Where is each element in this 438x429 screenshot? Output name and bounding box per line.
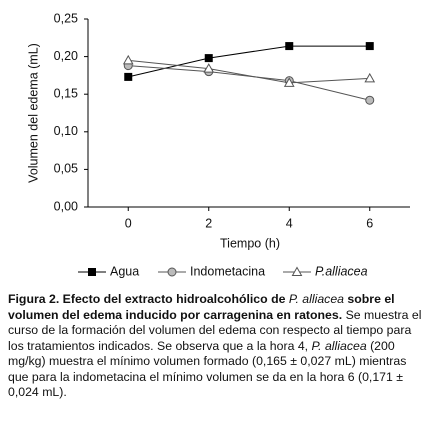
x-tick-label: 2 (205, 216, 212, 230)
marker (124, 72, 133, 81)
marker (167, 267, 177, 277)
series-line (128, 45, 370, 78)
figure-caption: Figura 2. Efecto del extracto hidroalcoh… (8, 292, 430, 401)
legend-label: Indometacina (190, 264, 265, 278)
marker (88, 268, 96, 276)
caption-run: sobre el volumen del edema inducido por … (8, 292, 395, 322)
caption-run: Figura 2. Efecto del extracto hidroalcoh… (8, 292, 289, 306)
x-axis-label: Tiempo (h) (220, 236, 280, 250)
caption-run: P. alliacea (288, 292, 344, 306)
marker (365, 95, 375, 105)
chart: Volumen del edema (mL) Tiempo (h) 0,00 0,… (26, 11, 410, 278)
series-line (128, 59, 370, 84)
caption-run: Se muestra el curso de la formación del … (8, 307, 422, 353)
marker (203, 63, 215, 73)
marker (365, 42, 374, 51)
x-tick-label: 4 (286, 216, 293, 230)
marker (285, 42, 294, 51)
marker (291, 266, 303, 276)
marker (364, 72, 376, 83)
marker (283, 77, 295, 87)
y-tick-label: 0,00 (54, 199, 78, 213)
marker (204, 54, 213, 63)
legend-label: Agua (110, 264, 139, 278)
y-tick-label: 0,10 (54, 124, 78, 138)
caption-run: P. alliacea (311, 338, 367, 353)
y-tick-label: 0,15 (54, 86, 78, 100)
caption-run: (200 mg/kg) muestra el mínimo volumen fo… (8, 338, 407, 400)
x-tick-label: 6 (366, 216, 373, 230)
series-line (128, 65, 370, 101)
y-tick-label: 0,20 (54, 49, 78, 63)
y-tick-label: 0,05 (54, 162, 78, 176)
legend-label: P.alliacea (315, 264, 368, 278)
y-axis-label: Volumen del edema (mL) (26, 43, 40, 183)
x-tick-label: 0 (125, 216, 132, 230)
y-tick-label: 0,25 (54, 11, 78, 25)
marker (122, 54, 134, 65)
